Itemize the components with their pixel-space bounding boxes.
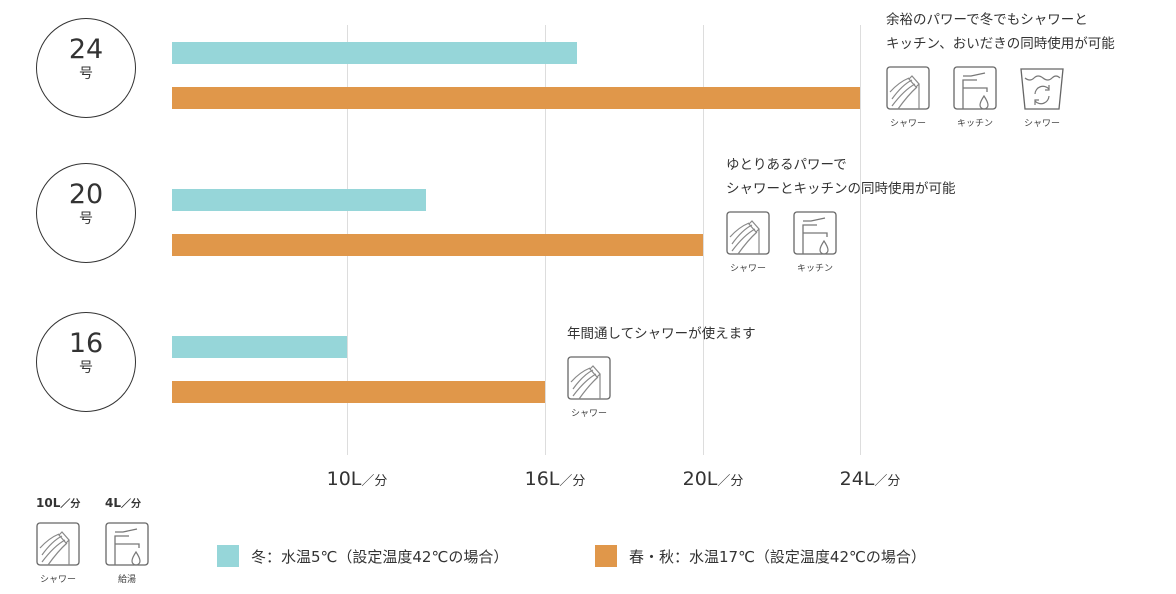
bar-winter: [172, 189, 427, 211]
tick-unit: ／分: [361, 474, 388, 489]
x-tick-label: 10L／分: [327, 468, 388, 490]
row-description: 年間通してシャワーが使えます: [567, 322, 756, 346]
model-unit: 号: [79, 211, 93, 227]
kitchen-icon-item: キッチン: [793, 211, 837, 274]
shower-icon-item: シャワー: [886, 66, 930, 129]
x-tick-label: 16L／分: [525, 468, 586, 490]
tick-value: 16L: [524, 468, 560, 490]
kitchen-icon-item: キッチン: [953, 66, 997, 129]
icon-label: シャワー: [570, 409, 607, 419]
icon-label: シャワー: [729, 264, 766, 274]
legend-label: 春・秋：水温17℃（設定温度42℃の場合）: [629, 547, 926, 566]
icon-label: キッチン: [956, 119, 993, 129]
faucet-icon: [793, 211, 837, 255]
model-number: 16: [68, 328, 104, 359]
icon-label: シャワー: [39, 575, 76, 585]
shower-icon: [567, 356, 611, 400]
icon-label: キッチン: [796, 264, 833, 274]
tick-value: 10L: [326, 468, 362, 490]
model-number: 20: [68, 179, 104, 210]
legend-item: 冬：水温5℃（設定温度42℃の場合）: [217, 545, 508, 567]
legend-item: 春・秋：水温17℃（設定温度42℃の場合）: [595, 545, 926, 567]
model-circle: 20 号: [36, 163, 136, 263]
faucet-icon: [105, 522, 149, 566]
faucet-icon: [953, 66, 997, 110]
kitchen-icon-item: 給湯: [105, 522, 149, 585]
model-number: 24: [68, 34, 104, 65]
model-unit: 号: [79, 66, 93, 82]
bath-icon-item: シャワー: [1020, 66, 1064, 129]
bar-winter: [172, 42, 577, 64]
bar-spring-autumn: [172, 381, 545, 403]
tick-unit: ／分: [717, 474, 744, 489]
bar-spring-autumn: [172, 87, 860, 109]
legend-swatch: [595, 545, 617, 567]
reference-rate: 10L／分: [36, 496, 81, 510]
row-description: 余裕のパワーで冬でもシャワーとキッチン、おいだきの同時使用が可能: [886, 8, 1115, 56]
model-circle: 16 号: [36, 312, 136, 412]
tick-unit: ／分: [874, 474, 901, 489]
model-unit: 号: [79, 360, 93, 376]
bar-winter: [172, 336, 347, 358]
bar-spring-autumn: [172, 234, 703, 256]
legend-label: 冬：水温5℃（設定温度42℃の場合）: [251, 547, 509, 566]
shower-icon: [726, 211, 770, 255]
description-line: シャワーとキッチンの同時使用が可能: [726, 181, 956, 197]
tick-value: 20L: [682, 468, 718, 490]
legend-swatch: [217, 545, 239, 567]
tick-value: 24L: [839, 468, 875, 490]
row-description: ゆとりあるパワーでシャワーとキッチンの同時使用が可能: [726, 153, 956, 201]
gridline: [703, 25, 704, 455]
bathtub-reheat-icon: [1020, 66, 1064, 110]
description-line: キッチン、おいだきの同時使用が可能: [886, 36, 1115, 52]
x-tick-label: 24L／分: [840, 468, 901, 490]
shower-icon-item: シャワー: [567, 356, 611, 419]
x-tick-label: 20L／分: [683, 468, 744, 490]
description-line: ゆとりあるパワーで: [726, 157, 847, 173]
gridline: [860, 25, 861, 455]
description-line: 年間通してシャワーが使えます: [567, 326, 756, 342]
description-line: 余裕のパワーで冬でもシャワーと: [886, 12, 1088, 28]
icon-label: シャワー: [1023, 119, 1060, 129]
shower-icon-item: シャワー: [36, 522, 80, 585]
icon-label: シャワー: [889, 119, 926, 129]
shower-icon: [886, 66, 930, 110]
model-circle: 24 号: [36, 18, 136, 118]
shower-icon: [36, 522, 80, 566]
shower-icon-item: シャワー: [726, 211, 770, 274]
reference-rate: 4L／分: [105, 496, 141, 510]
tick-unit: ／分: [559, 474, 586, 489]
icon-label: 給湯: [117, 575, 136, 585]
